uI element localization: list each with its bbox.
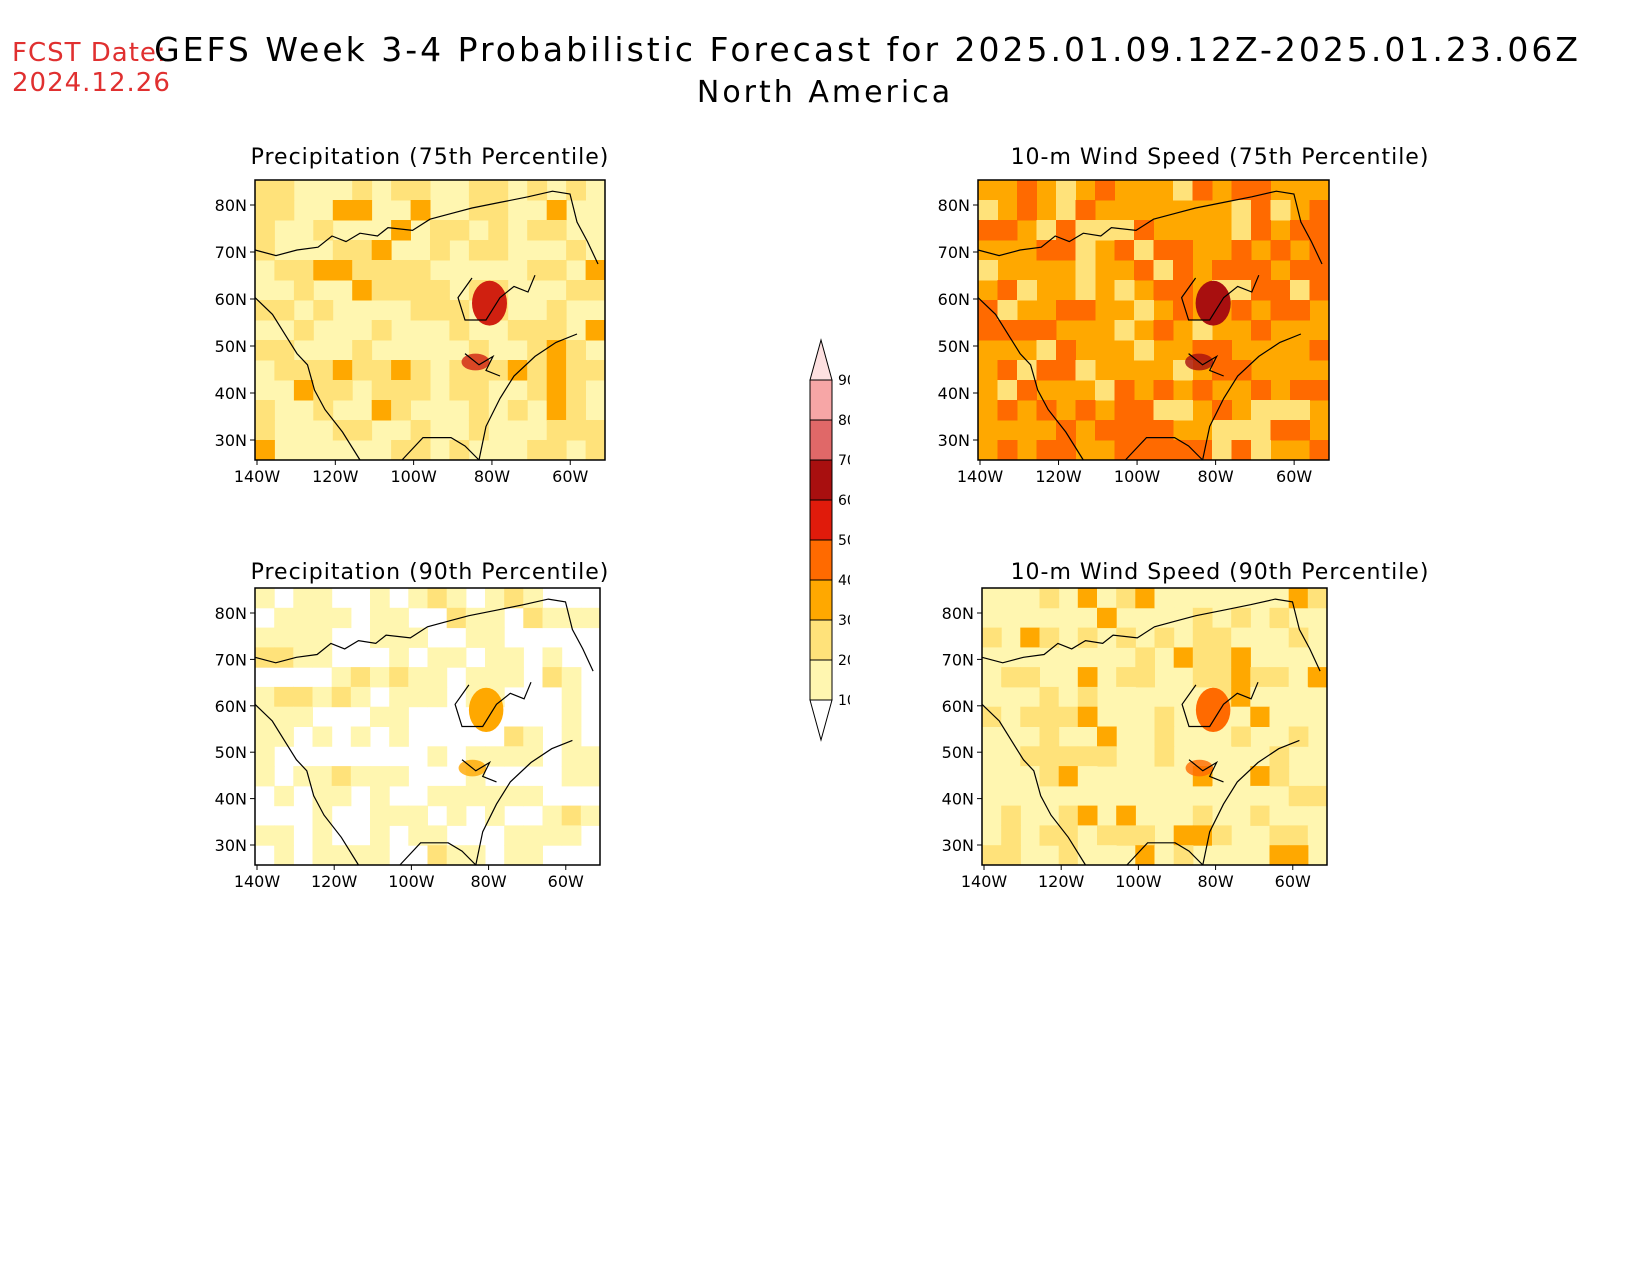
lon-tick-label: 60W: [1275, 872, 1311, 891]
panel-title: Precipitation (75th Percentile): [250, 145, 610, 170]
map-frame: [981, 587, 1328, 866]
colorbar-swatch: [809, 579, 833, 621]
lon-tick-label: 120W: [1035, 467, 1082, 486]
probability-shading: [982, 588, 1328, 866]
colorbar: 90 80 70 60 50 40 30 20 10: [809, 338, 850, 742]
panel-precip-75: Precipitation (75th Percentile) 80N 70N 60…: [210, 145, 650, 505]
lon-tick-label: 140W: [957, 467, 1004, 486]
colorbar-label: 80: [838, 413, 850, 429]
lat-tick-label: 30N: [215, 836, 247, 855]
probability-shading: [978, 180, 1330, 461]
lon-tick-label: 140W: [234, 872, 281, 891]
colorbar-swatch: [809, 459, 833, 501]
lon-tick-label: 100W: [390, 467, 437, 486]
map-canvas: 80N 70N 60N 50N 40N 30N 140W 120W 100W 80W 60W: [938, 179, 1330, 486]
map-canvas: 80N 70N 60N 50N 40N 30N 140W 120W 100W 80W 60W: [942, 587, 1328, 891]
fcst-date-caption: FCST Date:: [12, 38, 167, 68]
coastlines: [981, 598, 1321, 866]
panel-title: 10-m Wind Speed (75th Percentile): [1010, 145, 1430, 170]
colorbar-label: 30: [838, 613, 850, 629]
lon-tick-label: 60W: [1276, 467, 1312, 486]
lon-tick-label: 120W: [311, 872, 358, 891]
lat-tick-label: 60N: [938, 290, 970, 309]
lon-tick-label: 60W: [552, 467, 588, 486]
lat-tick-label: 60N: [942, 697, 974, 716]
lat-tick-label: 70N: [215, 243, 247, 262]
colorbar-swatch: [809, 499, 833, 541]
lat-tick-label: 70N: [942, 650, 974, 669]
probability-shading: [255, 180, 606, 461]
map-frame: [254, 587, 601, 866]
lat-tick-label: 50N: [942, 743, 974, 762]
lat-tick-label: 60N: [215, 697, 247, 716]
panel-title: 10-m Wind Speed (90th Percentile): [1010, 560, 1430, 585]
probability-shading: [255, 588, 601, 866]
lat-tick-label: 40N: [942, 790, 974, 809]
lon-tick-label: 80W: [470, 872, 506, 891]
hudson-bay-hotspot: [1195, 687, 1231, 733]
lon-tick-label: 140W: [961, 872, 1008, 891]
fcst-date-value: 2024.12.26: [12, 68, 171, 98]
hudson-bay-hotspot: [468, 687, 504, 733]
colorbar-label: 50: [838, 533, 850, 549]
map-frame: [977, 179, 1330, 461]
lat-tick-label: 50N: [215, 743, 247, 762]
coastlines: [254, 598, 594, 866]
colorbar-swatch: [809, 659, 833, 701]
map-canvas: 80N 70N 60N 50N 40N 30N 140W 120W 100W 80W 60W: [215, 587, 601, 891]
colorbar-label: 40: [838, 573, 850, 589]
lon-tick-label: 100W: [388, 872, 435, 891]
lat-tick-label: 30N: [938, 431, 970, 450]
lat-tick-label: 50N: [215, 337, 247, 356]
colorbar-swatch: [809, 619, 833, 661]
lat-tick-label: 80N: [215, 604, 247, 623]
lat-tick-label: 40N: [215, 790, 247, 809]
colorbar-label: 90: [838, 373, 850, 389]
figure-title-block: GEFS Week 3-4 Probabilistic Forecast for…: [0, 30, 1650, 110]
lat-tick-label: 50N: [938, 337, 970, 356]
coastlines: [254, 190, 599, 461]
lon-tick-label: 60W: [548, 872, 584, 891]
colorbar-bottom-triangle: [809, 699, 833, 742]
lon-tick-label: 120W: [1038, 872, 1085, 891]
hudson-bay-hotspot: [1195, 280, 1231, 326]
panel-wind-75: 10-m Wind Speed (75th Percentile) 80N 70N…: [938, 145, 1455, 505]
lat-tick-label: 60N: [215, 290, 247, 309]
lat-tick-label: 80N: [215, 196, 247, 215]
colorbar-swatch: [809, 419, 833, 461]
colorbar-label: 70: [838, 453, 850, 469]
colorbar-top-triangle: [809, 338, 833, 381]
lat-tick-label: 80N: [938, 196, 970, 215]
colorbar-label: 10: [838, 693, 850, 709]
map-canvas: 80N 70N 60N 50N 40N 30N 140W 120W 100W 80W 60W: [215, 179, 606, 486]
lat-tick-label: 40N: [938, 384, 970, 403]
colorbar-label: 20: [838, 653, 850, 669]
lat-tick-label: 30N: [942, 836, 974, 855]
lat-tick-label: 70N: [215, 650, 247, 669]
colorbar-label: 60: [838, 493, 850, 509]
lon-tick-label: 100W: [1114, 467, 1161, 486]
colorbar-swatch: [809, 539, 833, 581]
figure-title: GEFS Week 3-4 Probabilistic Forecast for…: [154, 30, 1581, 69]
hudson-bay-hotspot: [472, 280, 507, 326]
lon-tick-label: 80W: [1198, 467, 1234, 486]
panel-title: Precipitation (90th Percentile): [250, 560, 610, 585]
lat-tick-label: 80N: [942, 604, 974, 623]
lat-tick-label: 70N: [938, 243, 970, 262]
panel-precip-90: Precipitation (90th Percentile) 80N 70N 60…: [210, 560, 650, 920]
lon-tick-label: 80W: [474, 467, 510, 486]
coastlines: [977, 190, 1323, 461]
lat-tick-label: 30N: [215, 431, 247, 450]
forecast-date-label: FCST Date: 2024.12.26: [12, 38, 171, 98]
lat-tick-label: 40N: [215, 384, 247, 403]
colorbar-swatch: [809, 379, 833, 421]
panel-wind-90: 10-m Wind Speed (90th Percentile) 80N 70N…: [942, 560, 1455, 920]
figure-subtitle: North America: [696, 75, 954, 110]
lon-tick-label: 120W: [312, 467, 359, 486]
map-frame: [254, 179, 606, 461]
lon-tick-label: 100W: [1115, 872, 1162, 891]
lon-tick-label: 80W: [1197, 872, 1233, 891]
lon-tick-label: 140W: [234, 467, 281, 486]
